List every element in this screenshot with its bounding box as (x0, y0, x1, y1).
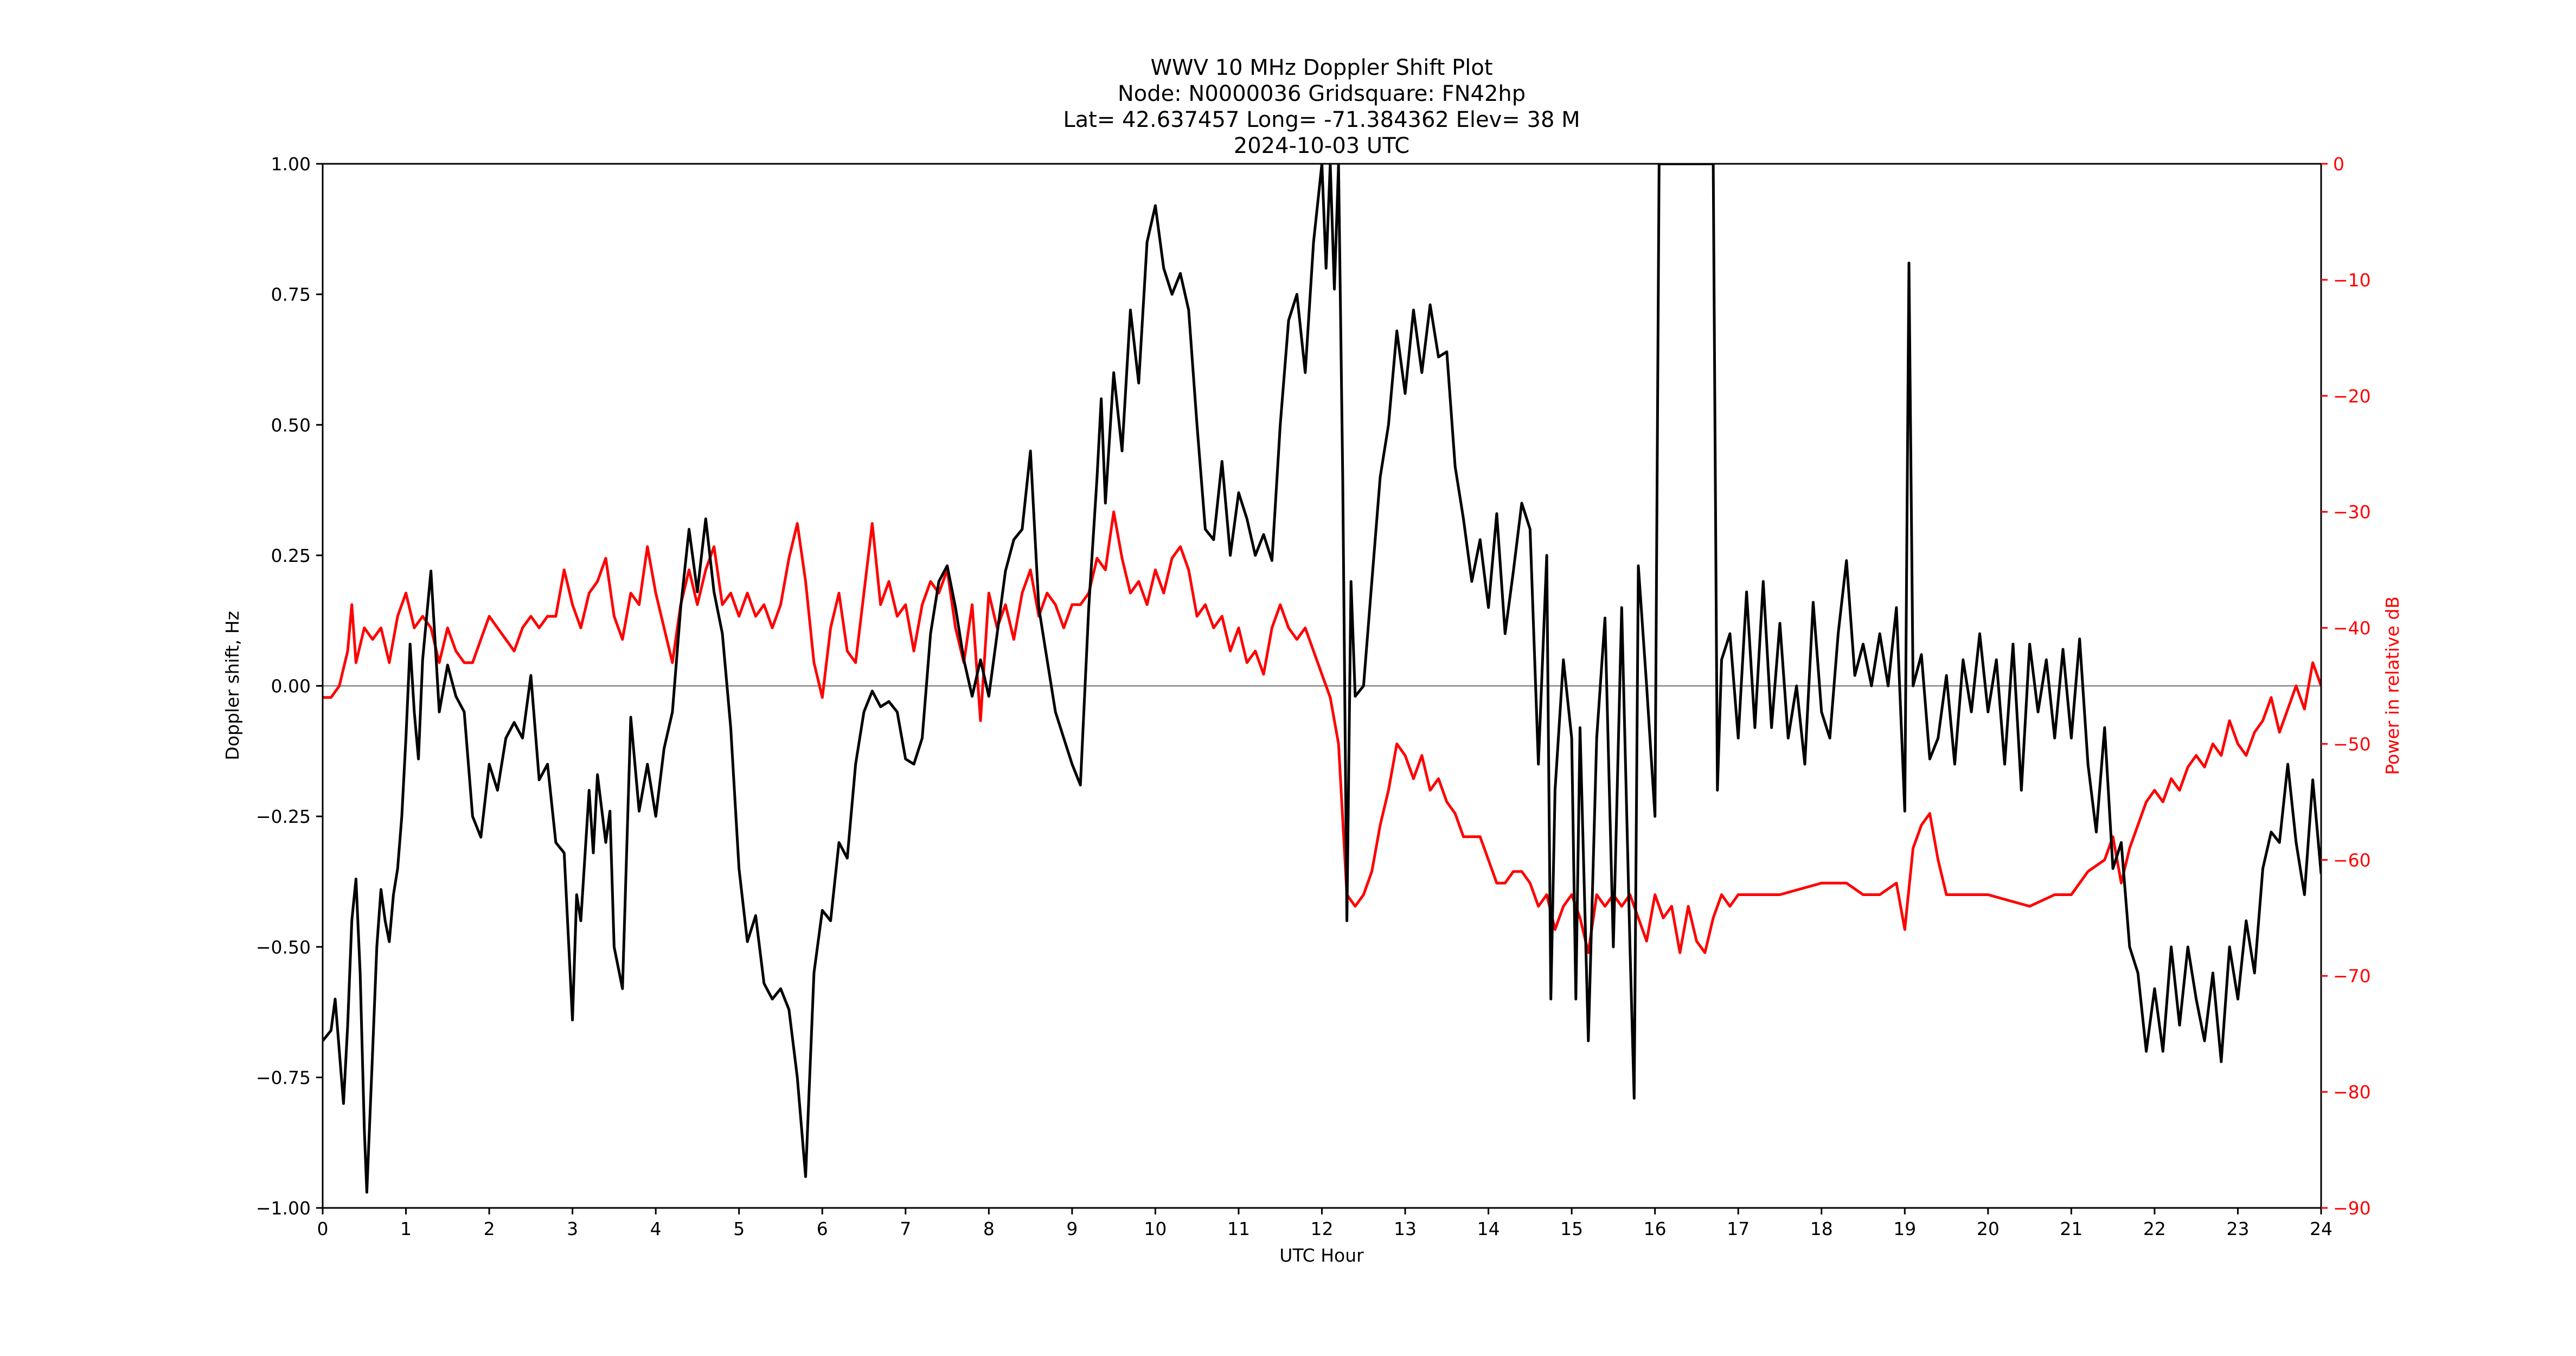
x-tick-label: 8 (983, 1218, 995, 1239)
title-line-2: Node: N0000036 Gridsquare: FN42hp (1118, 81, 1526, 106)
x-axis: 0 1 2 3 4 5 6 7 8 9 10 11 12 13 14 15 16 17 18 19 20 21 22 23 24 (317, 1208, 2333, 1239)
x-tick-label: 18 (1810, 1218, 1833, 1239)
x-tick-label: 14 (1477, 1218, 1500, 1239)
y-tick-label: −0.75 (256, 1067, 311, 1088)
x-tick-label: 5 (733, 1218, 745, 1239)
y2-tick-label: −70 (2333, 965, 2371, 987)
y2-tick-label: −50 (2333, 733, 2371, 754)
x-tick-label: 10 (1144, 1218, 1167, 1239)
x-tick-label: 12 (1311, 1218, 1334, 1239)
power-line (323, 510, 2321, 954)
x-axis-label: UTC Hour (1279, 1245, 1364, 1266)
title-line-1: WWV 10 MHz Doppler Shift Plot (1150, 55, 1492, 80)
x-tick-label: 0 (317, 1218, 329, 1239)
x-tick-label: 20 (1977, 1218, 2000, 1239)
y2-tick-label: −90 (2333, 1198, 2371, 1219)
y-tick-label: 0.00 (271, 676, 311, 697)
x-tick-label: 11 (1227, 1218, 1250, 1239)
y-axis-right-label: Power in relative dB (2382, 596, 2403, 775)
x-tick-label: 21 (2060, 1218, 2082, 1239)
x-tick-label: 6 (817, 1218, 828, 1239)
x-tick-label: 3 (567, 1218, 578, 1239)
y-tick-label: 1.00 (271, 153, 311, 175)
y2-tick-label: −40 (2333, 618, 2371, 639)
y-axis-left: −1.00 −0.75 −0.50 −0.25 0.00 0.25 0.50 0.75 1.00 (256, 153, 323, 1219)
y2-tick-label: −30 (2333, 502, 2371, 523)
power-series (323, 510, 2321, 954)
y2-tick-label: −20 (2333, 386, 2371, 407)
y-axis-right: −90 −80 −70 −60 −50 −40 −30 −20 −10 0 (2321, 153, 2371, 1219)
chart-title: WWV 10 MHz Doppler Shift Plot Node: N000… (1063, 55, 1580, 158)
x-tick-label: 16 (1644, 1218, 1667, 1239)
x-tick-label: 2 (484, 1218, 495, 1239)
x-tick-label: 23 (2226, 1218, 2249, 1239)
doppler-series (323, 164, 2321, 1194)
y2-tick-label: 0 (2333, 153, 2344, 175)
title-line-3: Lat= 42.637457 Long= -71.384362 Elev= 38… (1063, 107, 1580, 132)
x-tick-label: 9 (1066, 1218, 1078, 1239)
title-line-4: 2024-10-03 UTC (1234, 133, 1409, 158)
x-tick-label: 24 (2310, 1218, 2333, 1239)
y-tick-label: −0.25 (256, 806, 311, 827)
y2-tick-label: −10 (2333, 270, 2371, 291)
y-axis-left-label: Doppler shift, Hz (222, 611, 243, 760)
y2-tick-label: −60 (2333, 849, 2371, 871)
y-tick-label: 0.50 (271, 414, 311, 436)
doppler-line (323, 164, 2321, 1194)
x-tick-label: 15 (1560, 1218, 1583, 1239)
y2-tick-label: −80 (2333, 1082, 2371, 1103)
y-tick-label: −0.50 (256, 937, 311, 958)
x-tick-label: 17 (1727, 1218, 1750, 1239)
x-tick-label: 1 (400, 1218, 412, 1239)
x-tick-label: 4 (650, 1218, 662, 1239)
x-tick-label: 19 (1893, 1218, 1916, 1239)
x-tick-label: 13 (1394, 1218, 1417, 1239)
x-tick-label: 22 (2143, 1218, 2166, 1239)
y-tick-label: 0.75 (271, 284, 311, 305)
y-tick-label: −1.00 (256, 1198, 311, 1219)
y-tick-label: 0.25 (271, 545, 311, 566)
x-tick-label: 7 (900, 1218, 911, 1239)
